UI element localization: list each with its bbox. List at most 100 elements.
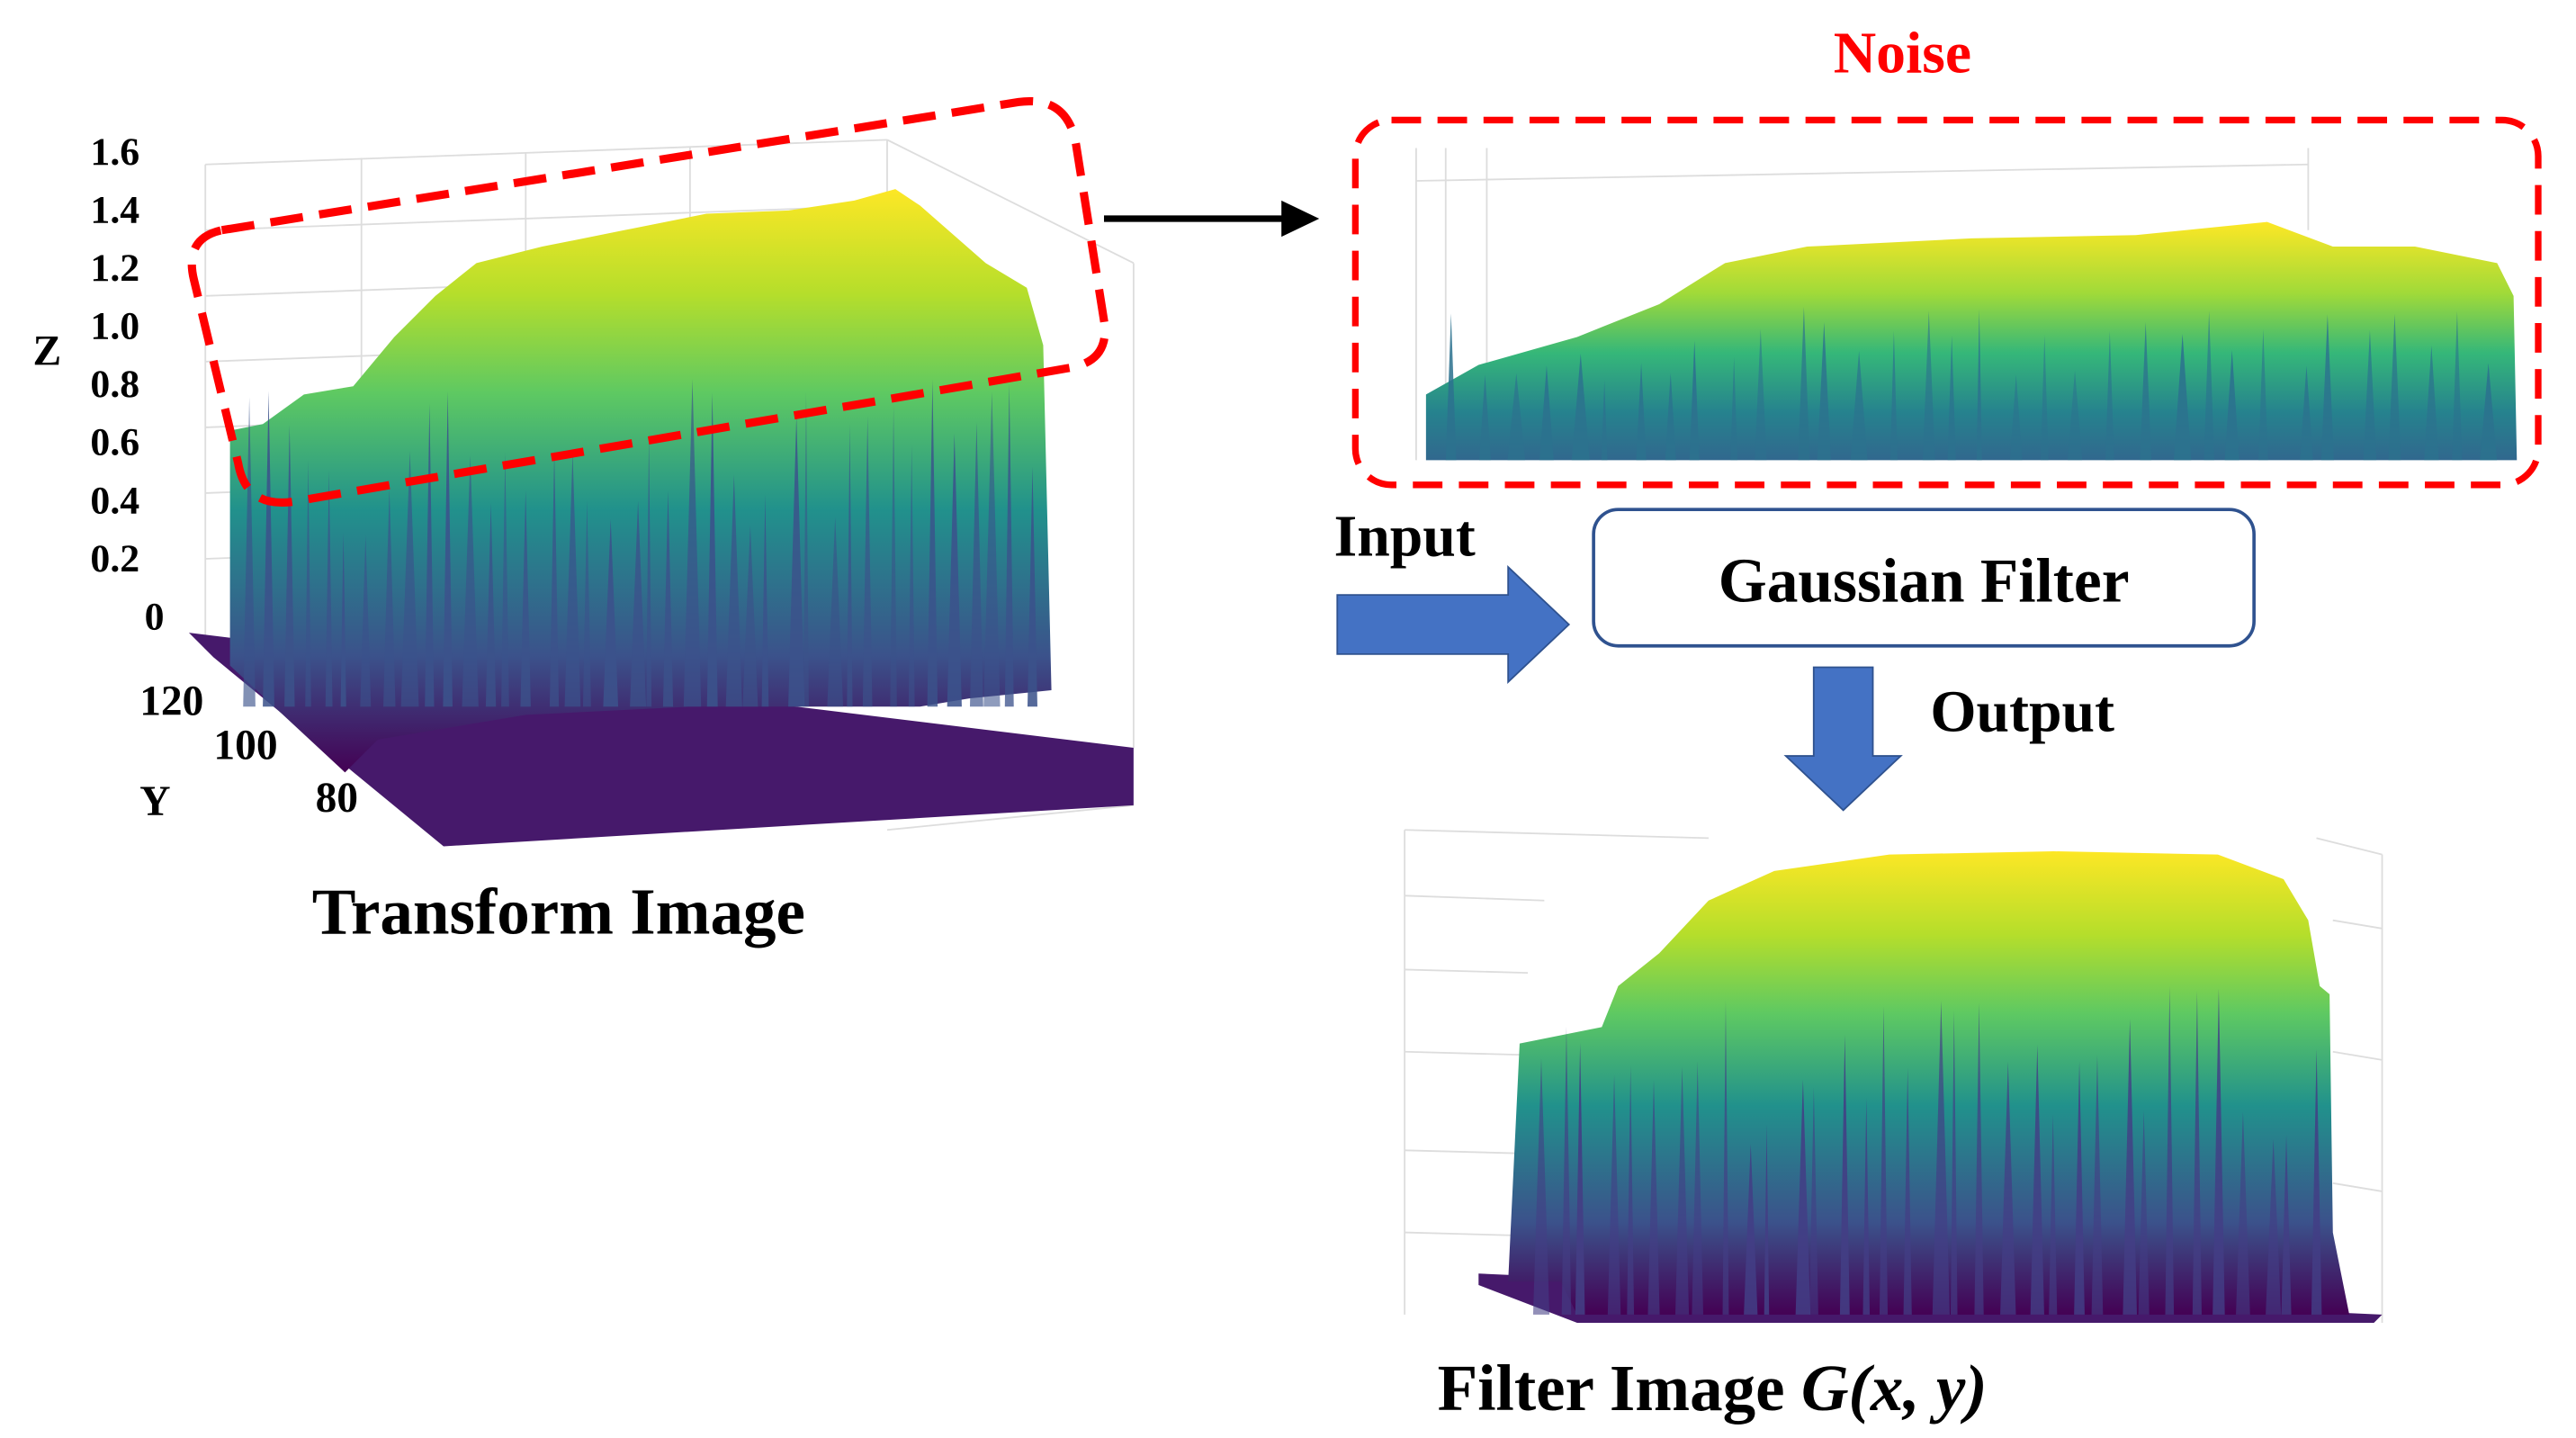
stripe [1950,1010,1958,1315]
arrow-head [1281,200,1320,238]
stripe [325,470,333,707]
stripe [263,391,274,707]
stripe [706,392,718,707]
caption: Filter Image G(x, y) [1438,1352,1988,1425]
stripe [1976,309,1982,461]
stripe [549,450,560,707]
y-tick-label: 100 [213,723,277,769]
y-axis: 120 100 80 Y [139,678,358,824]
stripe [1932,1001,1950,1315]
stripe [927,379,938,707]
stripe [1674,1066,1690,1315]
stripe [908,444,915,707]
stripe [1004,382,1014,707]
stripe [1665,373,1676,461]
stripe [425,403,435,707]
stripe [788,416,805,707]
stripe [1539,365,1554,461]
surface [1508,850,2350,1315]
stripe [1479,374,1491,461]
stripe [520,490,531,707]
left-plot: Z 1.6 1.4 1.2 1.0 0.8 0.6 0.4 0.20 120 100 80 Y… [33,96,1135,948]
stripe [2173,334,2192,461]
stripe [2480,363,2498,461]
stripe [890,405,897,707]
caption-text: Filter Image [1438,1352,1801,1425]
stripe [2236,1111,2250,1315]
stripe [2300,365,2313,461]
caption-math: G(x, y) [1801,1352,1988,1425]
stripe [340,532,346,707]
stripe [969,422,983,707]
stripe [847,424,853,707]
noise-outline [187,96,1109,507]
z-tick-label: 0.8 [90,363,139,406]
stripe [243,397,256,707]
stripe [1809,1087,1818,1315]
stripe [360,535,372,707]
stripe [1027,466,1037,707]
stripe [501,452,509,707]
stripe [1850,350,1868,461]
stripe [2049,1114,2058,1315]
surface [229,189,1052,773]
stripe [725,474,742,707]
grid [1404,829,2383,1324]
stripe [1730,356,1738,461]
stripe [2105,330,2114,461]
stripe [983,391,1001,707]
output-arrow [1783,666,1903,812]
stripe [1922,310,1935,461]
surface [1425,221,2518,461]
stripe [1974,1002,1984,1315]
stripe [1627,1065,1635,1315]
stripe [1947,335,1956,461]
caption: Transform Image [312,875,805,948]
stripe [1839,1035,1850,1315]
stripe [1692,1061,1703,1315]
stripe [1607,1074,1621,1315]
stripe [582,499,591,707]
z-tick-label: 0.6 [90,421,139,464]
stripe [2123,1019,2137,1315]
stripe [1561,1026,1572,1315]
stripe [1862,1098,1871,1315]
stripe [1571,354,1590,461]
stripe [827,517,844,707]
stripe [2224,349,2239,461]
stripe [383,488,396,707]
stripe [2452,310,2463,461]
stripe [630,500,647,707]
stripe [2212,988,2225,1315]
stripes [1532,985,2322,1315]
z-tick-label: 1.2 [90,247,139,290]
y-tick-label: 120 [139,678,203,724]
stripe [862,416,873,707]
stripe [2388,313,2401,461]
stripe [2068,370,2083,461]
stripe [646,431,652,707]
stripe [1798,307,1810,461]
stripe [1879,1005,1889,1315]
stripe [2000,1061,2016,1315]
stripe [1689,340,1700,461]
z-axis-title: Z [33,328,62,375]
stripe [2030,1044,2044,1315]
z-axis: Z 1.6 1.4 1.2 1.0 0.8 0.6 0.4 0.20 [33,130,165,639]
stripe [1636,363,1647,461]
y-tick-label: 80 [316,775,358,822]
stripe [1532,1058,1550,1315]
stripe [2040,334,2049,461]
stripe [1744,1144,1758,1315]
output-label: Output [1930,679,2114,745]
stripe [2074,1061,2085,1315]
stripe [1817,322,1831,461]
stripe [2424,345,2439,461]
stripe [947,433,962,707]
stripe [1764,1124,1770,1315]
stripe [683,379,702,707]
stripes [243,379,1037,707]
stripe [2091,1055,2104,1315]
noise-panel: Noise [1351,21,2542,489]
